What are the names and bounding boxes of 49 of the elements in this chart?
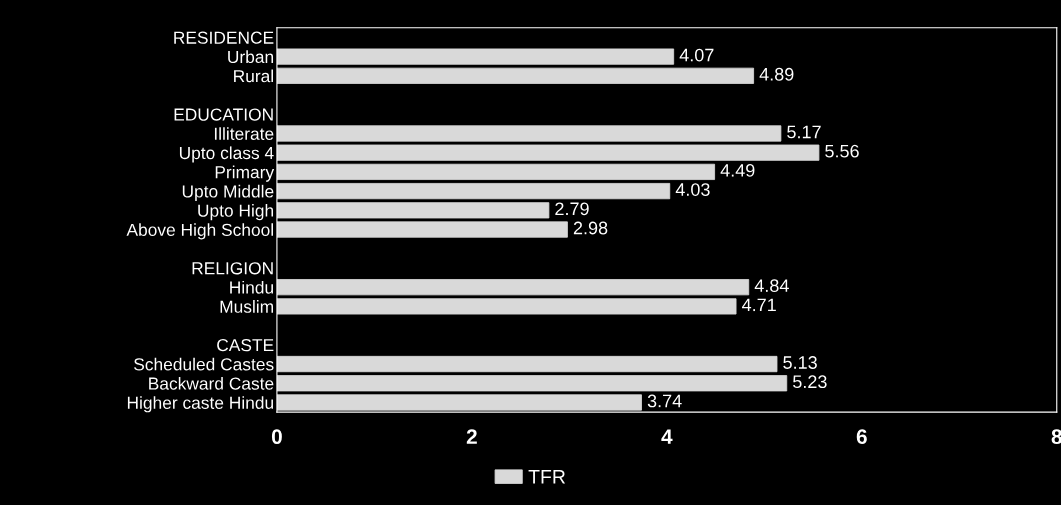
y-tick-label: Backward Caste	[149, 376, 274, 390]
y-tick-label: Primary	[215, 165, 275, 182]
data-label: 5.23	[793, 375, 827, 389]
data-label: 4.07	[679, 48, 714, 62]
bar	[276, 183, 671, 200]
data-label: 5.56	[825, 144, 859, 158]
bar	[276, 394, 642, 411]
y-tick-label: Urban	[228, 50, 274, 64]
y-tick-label: RELIGION	[192, 262, 273, 275]
data-label: 4.71	[742, 298, 776, 312]
y-tick-label: EDUCATION	[174, 108, 273, 121]
legend-label: TFR	[528, 470, 566, 484]
bar	[276, 298, 737, 315]
y-tick-label: Upto class 4	[179, 146, 274, 163]
y-tick-label: CASTE	[217, 338, 274, 352]
y-tick-label: Higher caste Hindu	[127, 396, 273, 413]
y-tick-label: Upto Middle	[182, 184, 274, 201]
data-label: 4.84	[754, 279, 789, 293]
y-tick-label: RESIDENCE	[174, 31, 274, 44]
y-tick-label: Scheduled Castes	[134, 357, 274, 371]
bar	[276, 163, 716, 180]
data-label: 4.03	[675, 183, 710, 196]
bar	[276, 67, 755, 84]
data-label: 5.13	[783, 356, 817, 369]
y-tick-label: Hindu	[230, 280, 273, 294]
data-label: 2.98	[573, 221, 608, 235]
x-tick-label: 6	[856, 429, 867, 445]
bar	[276, 48, 675, 65]
x-tick-label: 0	[271, 429, 282, 445]
y-tick-label: Rural	[234, 69, 273, 83]
data-label: 2.79	[555, 202, 589, 216]
bar	[276, 144, 820, 161]
x-tick-label: 4	[661, 429, 673, 444]
data-label: 4.89	[759, 67, 794, 81]
data-label: 5.17	[787, 125, 821, 139]
data-label: 3.74	[647, 394, 682, 408]
x-tick-label: 2	[466, 429, 477, 444]
bar	[276, 202, 550, 219]
y-tick-label: Above High School	[126, 223, 273, 240]
bar	[276, 279, 750, 296]
bar	[276, 375, 788, 392]
bar	[276, 125, 782, 142]
y-tick-label: Upto High	[198, 204, 274, 221]
y-tick-label: Illiterate	[214, 127, 274, 140]
data-label: 4.49	[720, 163, 755, 177]
y-tick-label: Muslim	[220, 300, 273, 313]
bar	[276, 355, 778, 373]
x-tick-label: 8	[1051, 429, 1061, 445]
bar	[276, 221, 568, 238]
